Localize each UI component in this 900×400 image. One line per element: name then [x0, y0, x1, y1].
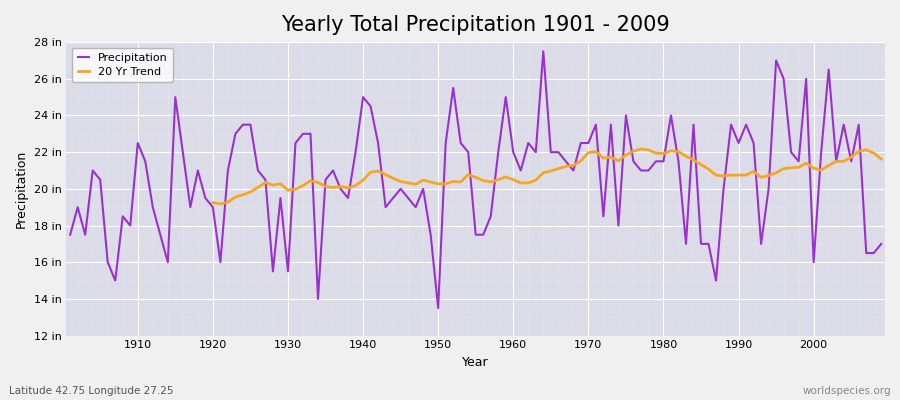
Precipitation — [538, 49, 549, 54]
20 Yr Trend — [793, 165, 804, 170]
20 Yr Trend — [215, 202, 226, 206]
Line: Precipitation: Precipitation — [70, 51, 881, 308]
Precipitation — [508, 150, 518, 154]
Precipitation — [335, 186, 346, 191]
20 Yr Trend — [688, 158, 699, 162]
X-axis label: Year: Year — [463, 356, 489, 369]
Precipitation — [125, 223, 136, 228]
20 Yr Trend — [305, 178, 316, 183]
Precipitation — [516, 168, 526, 173]
20 Yr Trend — [208, 200, 219, 205]
Precipitation — [613, 223, 624, 228]
20 Yr Trend — [635, 146, 646, 151]
Text: worldspecies.org: worldspecies.org — [803, 386, 891, 396]
Text: Latitude 42.75 Longitude 27.25: Latitude 42.75 Longitude 27.25 — [9, 386, 174, 396]
Precipitation — [65, 232, 76, 237]
20 Yr Trend — [860, 148, 871, 152]
20 Yr Trend — [418, 178, 428, 182]
Legend: Precipitation, 20 Yr Trend: Precipitation, 20 Yr Trend — [72, 48, 173, 82]
20 Yr Trend — [778, 166, 789, 171]
Precipitation — [876, 242, 886, 246]
Title: Yearly Total Precipitation 1901 - 2009: Yearly Total Precipitation 1901 - 2009 — [282, 15, 670, 35]
Y-axis label: Precipitation: Precipitation — [15, 150, 28, 228]
Line: 20 Yr Trend: 20 Yr Trend — [213, 149, 881, 204]
20 Yr Trend — [876, 157, 886, 162]
Precipitation — [433, 306, 444, 310]
Precipitation — [290, 140, 301, 145]
